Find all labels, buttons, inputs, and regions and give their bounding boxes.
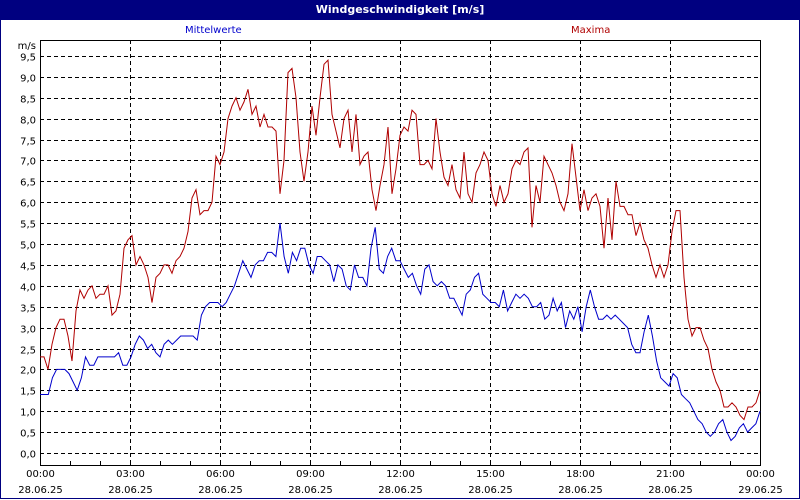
chart-title: Windgeschwindigkeit [m/s] (0, 0, 800, 20)
x-tick-time: 03:00 (116, 469, 145, 480)
x-tick-date: 28.06.25 (198, 485, 243, 496)
x-tick-date: 28.06.25 (378, 485, 423, 496)
y-tick-label: 3,0 (20, 325, 36, 336)
y-tick-label: 9,5 (20, 53, 36, 64)
x-tick-date: 28.06.25 (558, 485, 603, 496)
x-tick-time: 21:00 (656, 469, 685, 480)
x-tick-date: 28.06.25 (648, 485, 693, 496)
y-tick-label: 3,5 (20, 304, 36, 315)
x-tick-date: 28.06.25 (468, 485, 513, 496)
y-tick-label: 1,5 (20, 387, 36, 398)
y-tick-label: 5,5 (20, 220, 36, 231)
x-tick-time: 00:00 (746, 469, 775, 480)
x-tick-time: 15:00 (476, 469, 505, 480)
y-tick-label: 4,5 (20, 262, 36, 273)
y-axis-unit: m/s (18, 41, 36, 52)
x-tick-date: 28.06.25 (18, 485, 63, 496)
y-tick-label: 9,0 (20, 74, 36, 85)
y-tick-label: 2,0 (20, 366, 36, 377)
grid (40, 40, 760, 461)
y-tick-label: 1,0 (20, 408, 36, 419)
y-tick-label: 6,5 (20, 178, 36, 189)
x-tick-time: 06:00 (206, 469, 235, 480)
y-tick-label: 7,5 (20, 137, 36, 148)
series-mean-line (40, 223, 761, 442)
y-tick-label: 6,0 (20, 199, 36, 210)
legend-mean: Mittelwerte (185, 25, 242, 36)
x-tick-date: 28.06.25 (108, 485, 153, 496)
y-tick-label: 8,0 (20, 116, 36, 127)
x-tick-date: 29.06.25 (738, 485, 783, 496)
legend-max: Maxima (571, 25, 611, 36)
y-tick-label: 7,0 (20, 157, 36, 168)
y-tick-label: 5,0 (20, 241, 36, 252)
x-tick-time: 00:00 (26, 469, 55, 480)
axes: 0,0 0,5 1,0 1,5 2,0 2,5 3,0 3,5 4,0 4,5 5,0 5,5 6,0 6… (18, 40, 783, 496)
y-tick-label: 2,5 (20, 346, 36, 357)
series-max-line (40, 58, 761, 421)
x-tick-time: 18:00 (566, 469, 595, 480)
y-tick-label: 8,5 (20, 95, 36, 106)
x-tick-date: 28.06.25 (288, 485, 333, 496)
y-tick-label: 4,0 (20, 283, 36, 294)
x-tick-time: 09:00 (296, 469, 325, 480)
x-tick-time: 12:00 (386, 469, 415, 480)
y-tick-label: 0,0 (20, 450, 36, 461)
y-tick-label: 0,5 (20, 429, 36, 440)
